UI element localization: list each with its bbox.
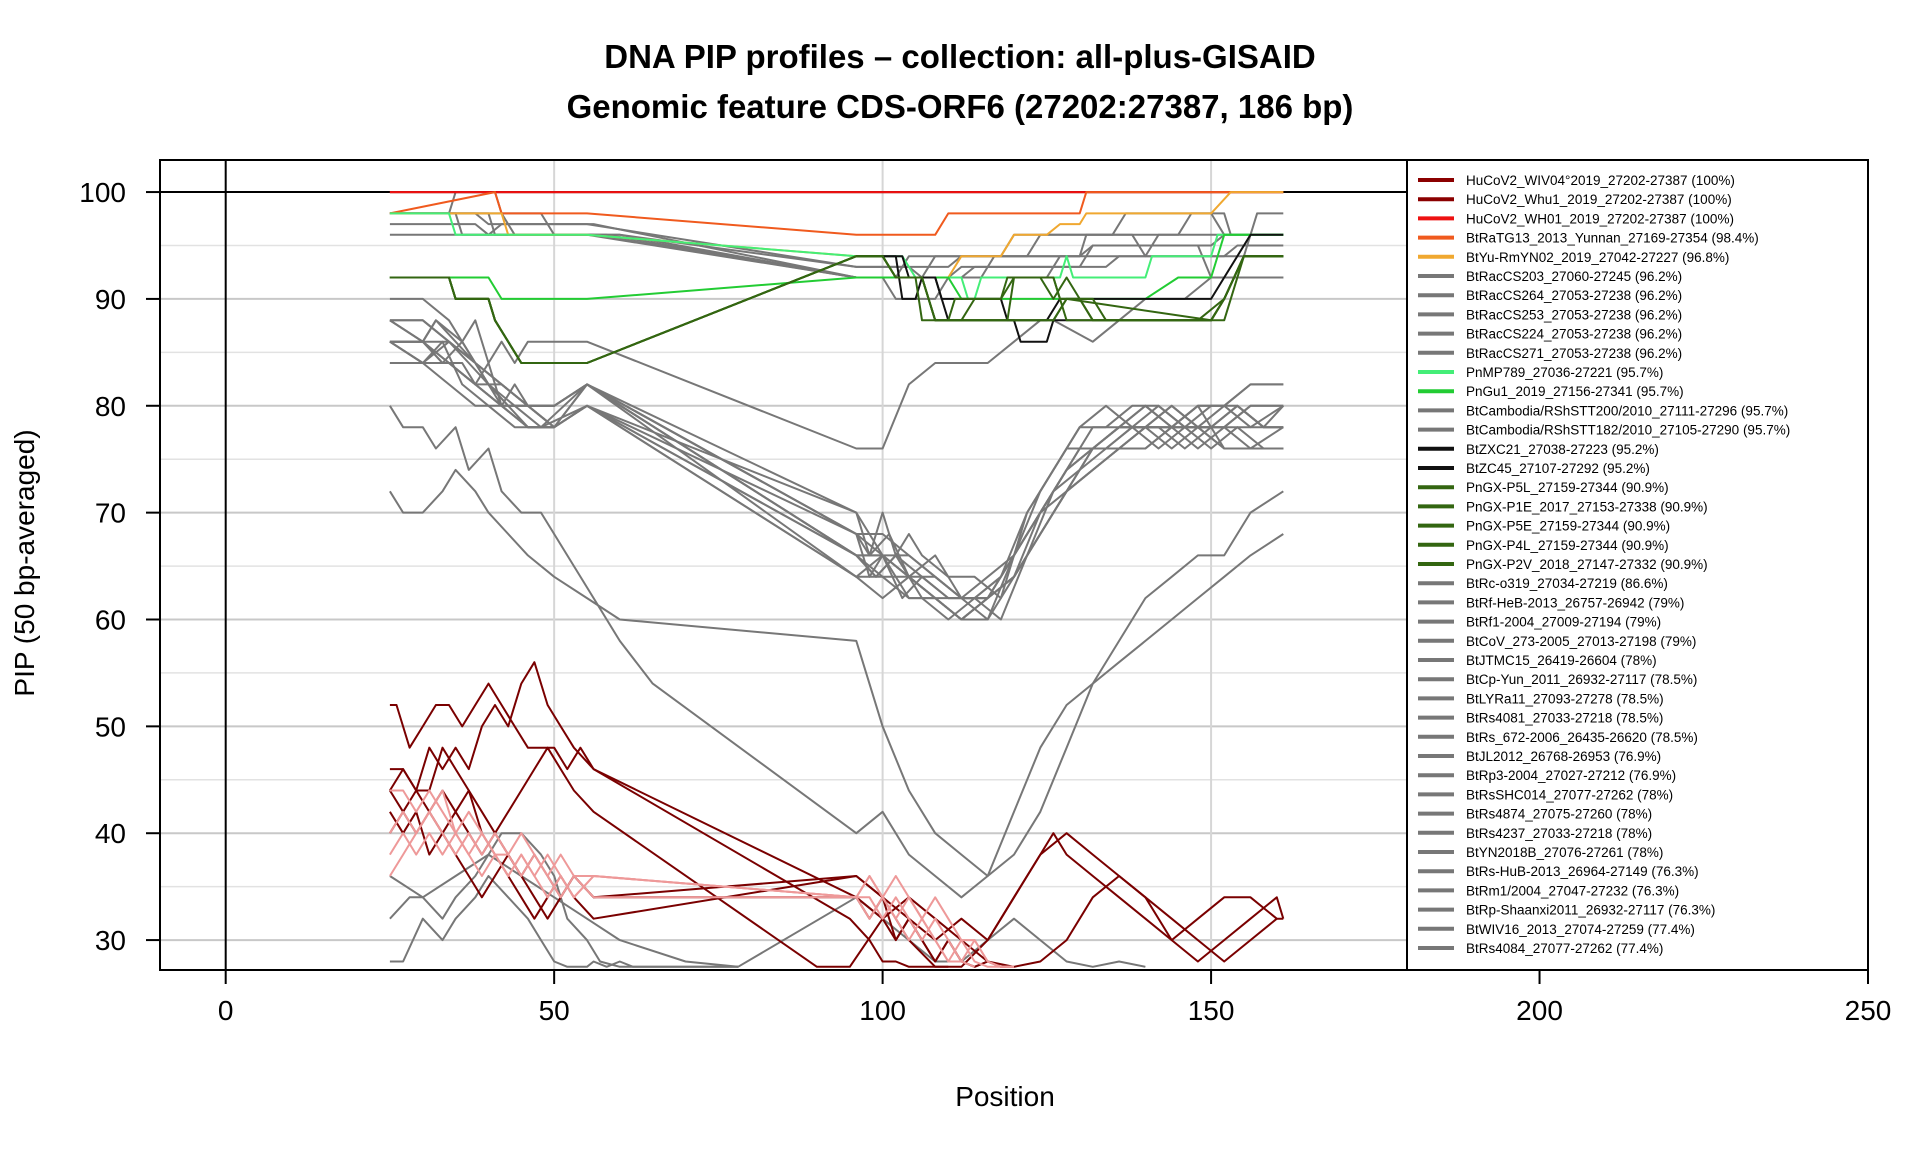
legend-entry: BtRacCS224_27053-27238 (96.2%) [1466,327,1682,342]
series-line [389,682,949,968]
series-line [389,233,1284,300]
x-tick-label: 100 [859,995,906,1026]
x-tick-label: 200 [1516,995,1563,1026]
legend-entry: PnGX-P5L_27159-27344 (90.9%) [1466,480,1669,495]
legend-entry: PnGu1_2019_27156-27341 (95.7%) [1466,384,1684,399]
legend-entry: BtYN2018B_27076-27261 (78%) [1466,845,1663,860]
x-tick-label: 0 [218,995,234,1026]
legend-entry: BtZC45_27107-27292 (95.2%) [1466,461,1650,476]
x-tick-label: 250 [1845,995,1892,1026]
legend-entry: BtJTMC15_26419-26604 (78%) [1466,653,1657,668]
series-line [389,468,1284,877]
legend-entry: PnGX-P1E_2017_27153-27338 (90.9%) [1466,499,1708,514]
legend-entry: HuCoV2_Whu1_2019_27202-27387 (100%) [1466,192,1732,207]
legend-entry: BtRf-HeB-2013_26757-26942 (79%) [1466,595,1684,610]
series-line [389,875,739,968]
legend-entry: BtRs4084_27077-27262 (77.4%) [1466,941,1663,956]
legend-entry: BtCambodia/RShSTT200/2010_27111-27296 (9… [1466,403,1788,418]
chart-title: DNA PIP profiles – collection: all-plus-… [604,38,1315,75]
y-tick-label: 80 [95,391,126,422]
x-tick-label: 150 [1188,995,1235,1026]
legend-entry: BtRp-Shaanxi2011_26932-27117 (76.3%) [1466,903,1715,918]
series-line [389,789,1014,968]
legend-entry: BtRsSHC014_27077-27262 (78%) [1466,787,1673,802]
legend-entry: HuCoV2_WH01_2019_27202-27387 (100%) [1466,211,1734,226]
legend-entry: BtRc-o319_27034-27219 (86.6%) [1466,576,1668,591]
series-line [389,255,1284,364]
x-axis-label: Position [955,1081,1055,1112]
legend-entry: BtRs_672-2006_26435-26620 (78.5%) [1466,730,1698,745]
series-line [389,340,1284,621]
series-line [389,319,1284,621]
series-line [389,746,1284,968]
series-line [389,223,1284,279]
x-tick-label: 50 [539,995,570,1026]
legend-entry: BtRacCS203_27060-27245 (96.2%) [1466,269,1682,284]
legend: HuCoV2_WIV04°2019_27202-27387 (100%) HuCo… [1418,173,1790,956]
legend-entry: BtRs4874_27075-27260 (78%) [1466,807,1652,822]
legend-entry: BtRf1-2004_27009-27194 (79%) [1466,615,1661,630]
y-tick-label: 30 [95,925,126,956]
series-line [389,340,1284,600]
legend-entry: BtRs-HuB-2013_26964-27149 (76.3%) [1466,864,1699,879]
legend-entry: BtRp3-2004_27027-27212 (76.9%) [1466,768,1676,783]
legend-entry: HuCoV2_WIV04°2019_27202-27387 (100%) [1466,173,1735,188]
y-tick-label: 70 [95,498,126,529]
series-line [389,340,1284,621]
series-line [389,340,1284,600]
legend-entry: BtWIV16_2013_27074-27259 (77.4%) [1466,922,1695,937]
legend-entry: BtRacCS253_27053-27238 (96.2%) [1466,307,1682,322]
series-line [389,223,1284,268]
series-line [389,340,1284,621]
series-line [389,832,975,968]
legend-entry: BtJL2012_26768-26953 (76.9%) [1466,749,1661,764]
legend-entry: PnGX-P4L_27159-27344 (90.9%) [1466,538,1669,553]
legend-entry: BtZXC21_27038-27223 (95.2%) [1466,442,1659,457]
legend-entry: BtRs4237_27033-27218 (78%) [1466,826,1652,841]
y-axis-label: PIP (50 bp-averaged) [9,429,40,696]
y-tick-label: 50 [95,711,126,742]
axis-layer: 0 50 100 150 200 250 30 40 50 60 70 80 90 100 [79,159,1892,1026]
series-line [389,340,1284,600]
series-line [389,789,1285,963]
chart-subtitle: Genomic feature CDS-ORF6 (27202:27387, 1… [567,88,1354,125]
legend-entry: BtRacCS271_27053-27238 (96.2%) [1466,346,1682,361]
legend-entry: BtRacCS264_27053-27238 (96.2%) [1466,288,1682,303]
series-line [389,191,1284,236]
series-line [389,340,1284,621]
series-line [389,319,1284,621]
legend-entry: PnMP789_27036-27221 (95.7%) [1466,365,1663,380]
series-line [389,405,1284,899]
legend-entry: BtCp-Yun_2011_26932-27117 (78.5%) [1466,672,1697,687]
legend-entry: PnGX-P5E_27159-27344 (90.9%) [1466,519,1670,534]
legend-entry: BtCoV_273-2005_27013-27198 (79%) [1466,634,1696,649]
legend-entry: PnGX-P2V_2018_27147-27332 (90.9%) [1466,557,1708,572]
y-tick-label: 100 [79,177,126,208]
series-line [389,276,1284,450]
legend-entry: BtYu-RmYN02_2019_27042-27227 (96.8%) [1466,250,1729,265]
series-line [389,319,1284,600]
plot-frame [159,159,1869,971]
legend-entry: BtLYRa11_27093-27278 (78.5%) [1466,691,1664,706]
series-line [389,340,1285,600]
legend-entry: BtCambodia/RShSTT182/2010_27105-27290 (9… [1466,423,1790,438]
grid-layer [160,160,1407,970]
legend-entry: BtRs4081_27033-27218 (78.5%) [1466,711,1663,726]
plot-layer [389,191,1285,968]
legend-entry: BtRm1/2004_27047-27232 (76.3%) [1466,883,1679,898]
y-tick-label: 40 [95,818,126,849]
legend-entry: BtRaTG13_2013_Yunnan_27169-27354 (98.4%) [1466,231,1759,246]
series-line [389,212,1284,279]
y-tick-label: 90 [95,284,126,315]
y-tick-label: 60 [95,604,126,635]
series-line [389,297,1284,600]
series-line [389,212,1284,300]
